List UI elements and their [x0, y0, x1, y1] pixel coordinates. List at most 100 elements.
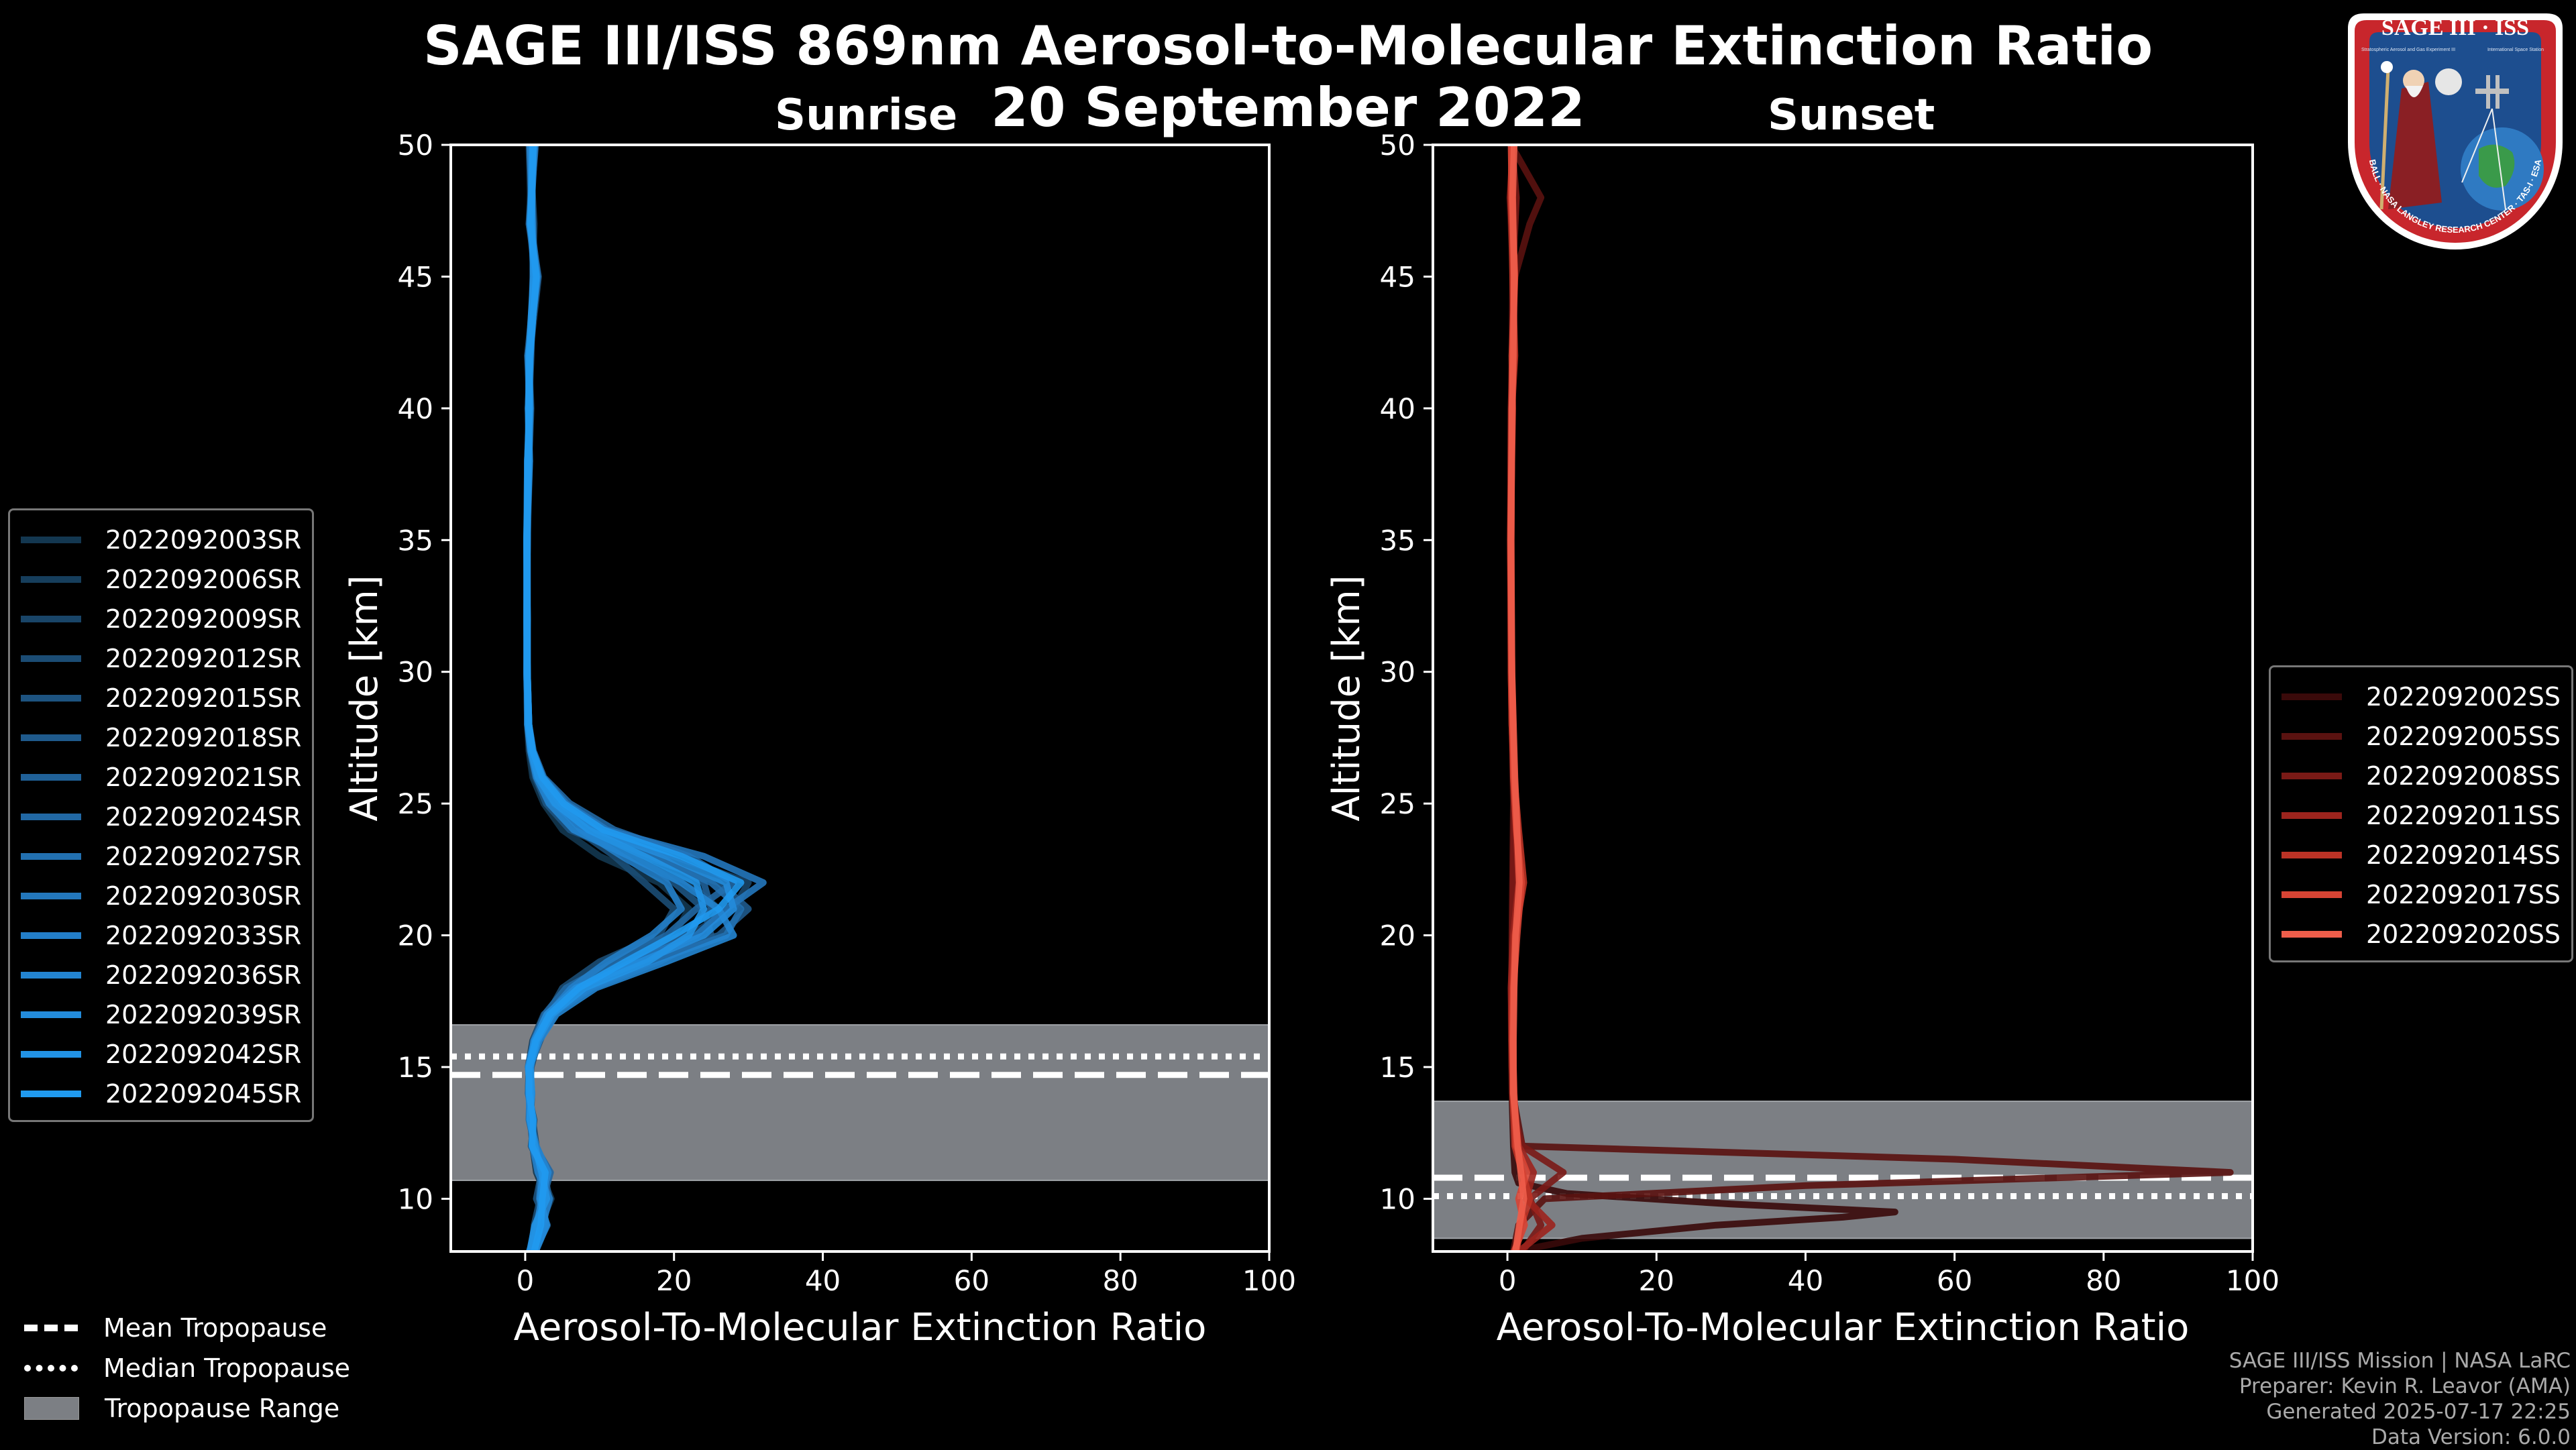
legend-entry-2022092042SR: 2022092042SR — [21, 1034, 301, 1074]
legend-swatch — [2282, 732, 2342, 740]
legend-median-label: Median Tropopause — [103, 1353, 350, 1383]
legend-swatch — [2282, 891, 2342, 898]
legend-label: 2022092003SR — [105, 524, 302, 555]
sunset-x-tick-label: 40 — [1788, 1264, 1823, 1297]
legend-swatch — [2282, 812, 2342, 819]
legend-label: 2022092020SS — [2366, 919, 2561, 949]
legend-entry-2022092021SR: 2022092021SR — [21, 757, 301, 797]
chart-title: SAGE III/ISS 869nm Aerosol-to-Molecular … — [423, 15, 2153, 77]
legend-swatch — [2282, 851, 2342, 858]
legend-label: 2022092002SS — [2366, 681, 2561, 712]
sunrise-x-tick-label: 100 — [1242, 1264, 1296, 1297]
legend-entry-2022092015SR: 2022092015SR — [21, 678, 301, 718]
legend-label: 2022092045SR — [105, 1078, 302, 1109]
legend-entry-2022092024SR: 2022092024SR — [21, 797, 301, 836]
footer-data-version: Data Version: 6.0.0 — [2371, 1425, 2571, 1449]
legend-swatch — [21, 615, 81, 622]
sunset-y-tick-label: 20 — [1380, 919, 1415, 952]
sunrise-y-tick-label: 35 — [398, 524, 433, 557]
sunrise-y-tick-label: 45 — [398, 260, 433, 293]
legend-swatch — [21, 971, 81, 979]
legend-swatch — [21, 892, 81, 899]
legend-label: 2022092033SR — [105, 920, 302, 950]
legend-swatch — [21, 655, 81, 662]
sunset-x-tick-label: 20 — [1639, 1264, 1674, 1297]
legend-label: 2022092024SR — [105, 801, 302, 832]
legend-label: 2022092012SR — [105, 643, 302, 673]
legend-label: 2022092014SS — [2366, 840, 2561, 870]
legend-label: 2022092011SS — [2366, 800, 2561, 830]
legend-label: 2022092039SR — [105, 999, 302, 1029]
legend-swatch — [21, 852, 81, 860]
sunset-x-tick-label: 100 — [2226, 1264, 2279, 1297]
legend-tropopause-range: Tropopause Range — [24, 1388, 350, 1429]
sunset-y-tick-label: 35 — [1380, 524, 1415, 557]
series-line-2022092002SS — [1506, 145, 1898, 1251]
sunrise-panel-title: Sunrise — [775, 91, 958, 140]
legend-entry-2022092006SR: 2022092006SR — [21, 559, 301, 599]
logo-sage-robe — [2388, 82, 2442, 209]
legend-entry-2022092014SS: 2022092014SS — [2282, 835, 2561, 875]
legend-entry-2022092008SS: 2022092008SS — [2282, 756, 2561, 795]
logo-sage-staff — [2379, 68, 2390, 210]
logo-occultation-ray-2 — [2491, 108, 2506, 210]
logo-staff-orb — [2381, 61, 2393, 73]
sunrise-y-tick-label: 40 — [398, 392, 433, 425]
sunset-y-tick-label: 15 — [1380, 1051, 1415, 1084]
legend-entry-2022092003SR: 2022092003SR — [21, 520, 301, 559]
legend-swatch — [21, 773, 81, 781]
legend-label: 2022092018SR — [105, 722, 302, 752]
legend-swatch — [2282, 772, 2342, 779]
sunrise-x-axis-label: Aerosol-To-Molecular Extinction Ratio — [514, 1306, 1207, 1349]
legend-mean-tropopause: Mean Tropopause — [24, 1308, 350, 1348]
legend-median-tropopause: Median Tropopause — [24, 1348, 350, 1388]
legend-entry-2022092039SR: 2022092039SR — [21, 995, 301, 1034]
sunset-panel-title: Sunset — [1768, 91, 1935, 140]
legend-swatch — [21, 1090, 81, 1097]
legend-entry-2022092036SR: 2022092036SR — [21, 955, 301, 995]
legend-mean-label: Mean Tropopause — [103, 1313, 327, 1343]
sunrise-series-group — [523, 145, 767, 1251]
legend-swatch — [21, 575, 81, 583]
legend-label: 2022092009SR — [105, 604, 302, 634]
logo-continent — [2479, 144, 2515, 188]
sunrise-y-tick-label: 30 — [398, 656, 433, 689]
sunset-x-tick-label: 60 — [1937, 1264, 1972, 1297]
sunset-y-tick-label: 45 — [1380, 260, 1415, 293]
sunset-axes-frame — [1432, 144, 2254, 1253]
sunset-series-group — [1506, 145, 2234, 1251]
sunset-panel: 0 20 40 60 80 100 10 15 20 25 30 35 40 45 50 Aerosol-To… — [1325, 129, 2279, 1349]
mean-tropopause-swatch — [24, 1325, 78, 1331]
legend-label: 2022092027SR — [105, 841, 302, 871]
series-line-2022092008SS — [1507, 145, 1567, 1251]
legend-entry-2022092017SS: 2022092017SS — [2282, 875, 2561, 914]
sunrise-axes-frame — [449, 144, 1271, 1253]
footer-mission: SAGE III/ISS Mission | NASA LaRC — [2229, 1349, 2571, 1373]
footer-credits: SAGE III/ISS Mission | NASA LaRC Prepare… — [2229, 1348, 2571, 1450]
legend-label: 2022092017SS — [2366, 879, 2561, 909]
legend-entry-2022092009SR: 2022092009SR — [21, 599, 301, 638]
legend-range-label: Tropopause Range — [105, 1394, 340, 1423]
legend-swatch — [21, 1011, 81, 1018]
legend-entry-2022092005SS: 2022092005SS — [2282, 716, 2561, 756]
legend-swatch — [21, 694, 81, 702]
legend-label: 2022092042SR — [105, 1039, 302, 1069]
series-line-2022092045SR — [523, 145, 745, 1251]
footer-preparer: Preparer: Kevin R. Leavor (AMA) — [2239, 1374, 2571, 1398]
legend-label: 2022092036SR — [105, 960, 302, 990]
sunrise-y-tick-label: 20 — [398, 919, 433, 952]
sunset-x-tick-label: 80 — [2086, 1264, 2121, 1297]
sunset-x-axis-label: Aerosol-To-Molecular Extinction Ratio — [1497, 1306, 2190, 1349]
legend-label: 2022092008SS — [2366, 761, 2561, 791]
median-tropopause-swatch — [24, 1365, 78, 1372]
sage-iii-iss-logo: SAGE III · ISS Stratospheric Aerosol and… — [2348, 13, 2563, 249]
logo-moon — [2435, 68, 2462, 95]
legend-swatch — [21, 813, 81, 820]
legend-entry-2022092045SR: 2022092045SR — [21, 1074, 301, 1113]
legend-swatch — [2282, 693, 2342, 700]
legend-entry-2022092002SS: 2022092002SS — [2282, 677, 2561, 716]
series-line-2022092020SS — [1507, 145, 1527, 1251]
sunrise-x-tick-label: 60 — [954, 1264, 989, 1297]
legend-label: 2022092015SR — [105, 683, 302, 713]
